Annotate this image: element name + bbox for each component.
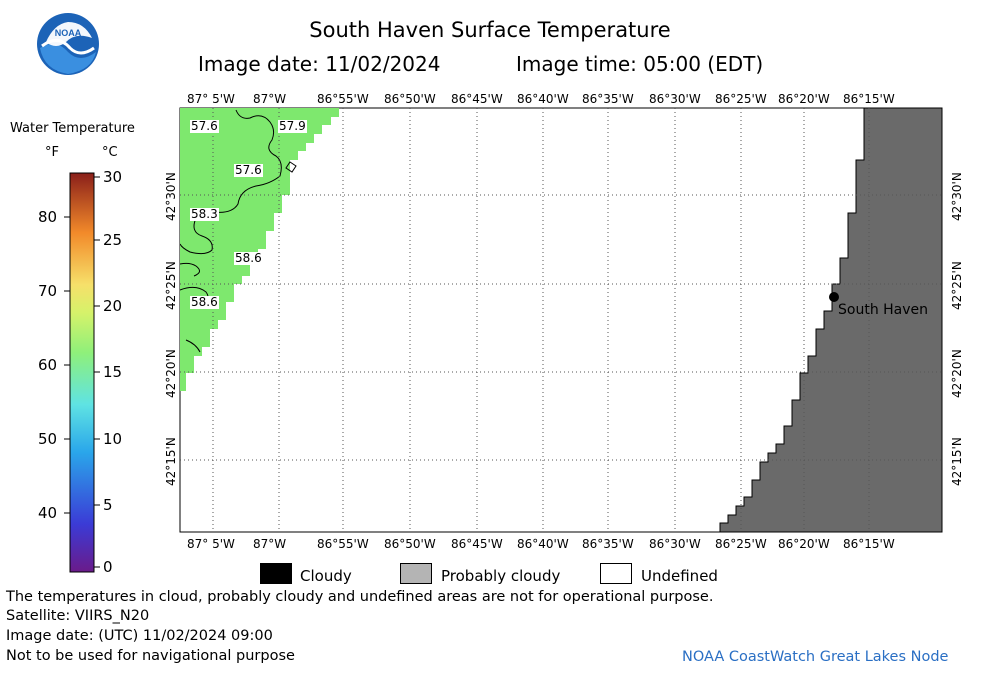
probably-cloudy-swatch [400, 563, 432, 584]
undefined-swatch [600, 563, 632, 584]
longitude-label: 86°15'W [843, 92, 895, 106]
longitude-label: 86°40'W [517, 537, 569, 551]
isotherm-line [179, 262, 200, 277]
undefined-label: Undefined [641, 567, 718, 585]
fahrenheit-tick-label: 50 [38, 430, 58, 448]
fahrenheit-tick-label: 60 [38, 356, 58, 374]
nav-warning: Not to be used for navigational purpose [6, 648, 295, 664]
celsius-tick-label: 25 [103, 231, 123, 249]
probably-cloudy-label: Probably cloudy [441, 567, 561, 585]
celsius-tick-label: 5 [103, 496, 113, 514]
longitude-label: 86°45'W [451, 537, 503, 551]
temperature-label: 57.6 [234, 163, 263, 177]
satellite: Satellite: VIIRS_N20 [6, 608, 150, 624]
latitude-label: 42°20'N [950, 349, 964, 398]
celsius-tick-label: 30 [103, 168, 123, 186]
image-time: Image time: 05:00 (EDT) [516, 52, 764, 76]
longitude-label: 86°55'W [317, 92, 369, 106]
celsius-tick-label: 10 [103, 430, 123, 448]
longitude-label: 86°50'W [384, 92, 436, 106]
scale-unit-f: °F [45, 145, 59, 160]
image-date: Image date: 11/02/2024 [198, 52, 441, 76]
longitude-label: 86°55'W [317, 537, 369, 551]
celsius-tick-label: 0 [103, 558, 113, 576]
celsius-tick-label: 20 [103, 297, 123, 315]
disclaimer: The temperatures in cloud, probably clou… [6, 589, 714, 605]
longitude-label: 86°25'W [715, 92, 767, 106]
longitude-label: 86°15'W [843, 537, 895, 551]
longitude-label: 86°35'W [582, 92, 634, 106]
temperature-label: 57.9 [278, 119, 307, 133]
utc-date: Image date: (UTC) 11/02/2024 09:00 [6, 628, 273, 644]
page-title: South Haven Surface Temperature [309, 18, 671, 42]
longitude-label: 87° 5'W [187, 92, 235, 106]
south-haven-marker [829, 292, 839, 302]
city-label: South Haven [838, 302, 929, 318]
longitude-label: 86°30'W [649, 537, 701, 551]
isotherm-line [179, 109, 282, 255]
cloudy-swatch [260, 563, 292, 584]
credit-link[interactable]: NOAA CoastWatch Great Lakes Node [682, 649, 949, 665]
color-scale [64, 172, 100, 573]
temperature-label: 58.6 [234, 251, 263, 265]
scale-unit-c: °C [102, 145, 118, 160]
longitude-label: 86°35'W [582, 537, 634, 551]
fahrenheit-tick-label: 70 [38, 282, 58, 300]
longitude-label: 87°W [253, 92, 287, 106]
fahrenheit-tick-label: 40 [38, 504, 58, 522]
temperature-label: 58.6 [190, 295, 219, 309]
celsius-tick-label: 15 [103, 363, 123, 381]
latitude-label: 42°25'N [164, 261, 178, 310]
longitude-label: 86°45'W [451, 92, 503, 106]
latitude-label: 42°15'N [950, 437, 964, 486]
longitude-label: 86°20'W [778, 92, 830, 106]
logo-text: NOAA [55, 28, 82, 38]
longitude-label: 87° 5'W [187, 537, 235, 551]
latitude-label: 42°30'N [164, 172, 178, 221]
noaa-logo: NOAA [37, 13, 99, 75]
temperature-label: 58.3 [190, 207, 219, 221]
longitude-label: 87°W [253, 537, 287, 551]
fahrenheit-tick-label: 80 [38, 208, 58, 226]
longitude-label: 86°40'W [517, 92, 569, 106]
latitude-label: 42°15'N [164, 437, 178, 486]
longitude-label: 86°50'W [384, 537, 436, 551]
latitude-label: 42°20'N [164, 349, 178, 398]
latitude-label: 42°30'N [950, 172, 964, 221]
longitude-label: 86°30'W [649, 92, 701, 106]
longitude-label: 86°20'W [778, 537, 830, 551]
water-temperature-area [180, 108, 339, 391]
latitude-label: 42°25'N [950, 261, 964, 310]
cloudy-label: Cloudy [300, 567, 352, 585]
scale-title: Water Temperature [10, 121, 135, 136]
land-area [719, 107, 943, 533]
longitude-label: 86°25'W [715, 537, 767, 551]
isotherm-line [185, 339, 201, 353]
isotherm-line [285, 161, 297, 173]
temperature-label: 57.6 [190, 119, 219, 133]
